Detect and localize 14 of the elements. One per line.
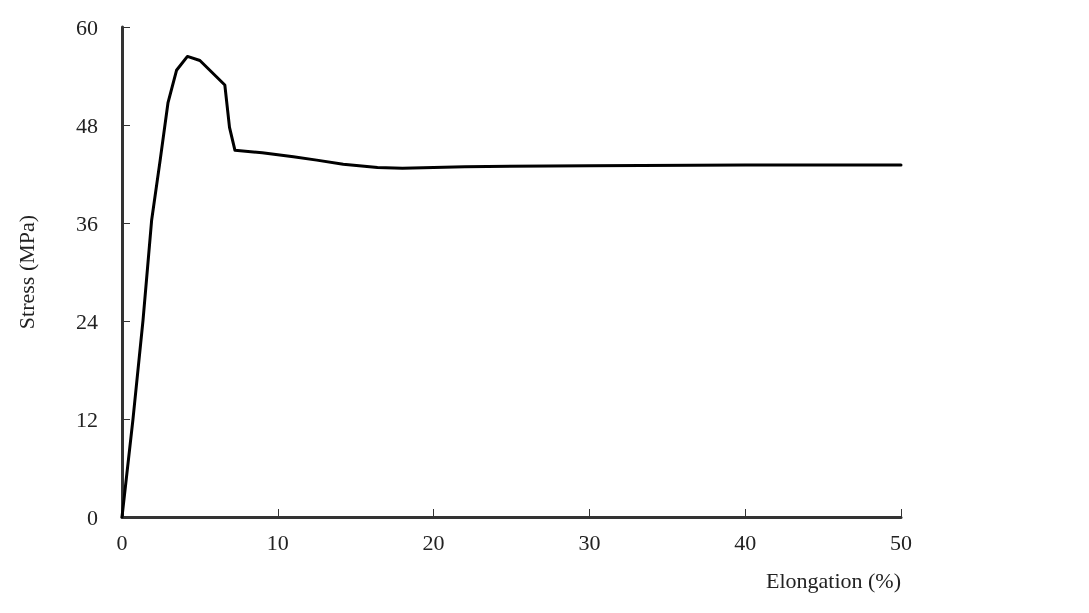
y-tick-label: 24 [76, 308, 98, 334]
x-tick-label: 10 [266, 529, 289, 555]
x-tick-label: 40 [734, 529, 757, 555]
y-tick-label: 36 [76, 210, 98, 236]
y-tick-label: 60 [76, 14, 98, 40]
x-tick-label: 30 [578, 529, 601, 555]
x-axis-title: Elongation (%) [765, 567, 901, 593]
x-tick-label: 20 [422, 529, 445, 555]
y-tick-label: 12 [76, 406, 98, 432]
x-tick-label: 0 [116, 529, 128, 555]
y-axis-title: Stress (MPa) [13, 214, 39, 330]
x-tick-label: 50 [890, 529, 912, 555]
y-tick-label: 0 [87, 504, 98, 530]
y-tick-label: 48 [76, 112, 98, 138]
